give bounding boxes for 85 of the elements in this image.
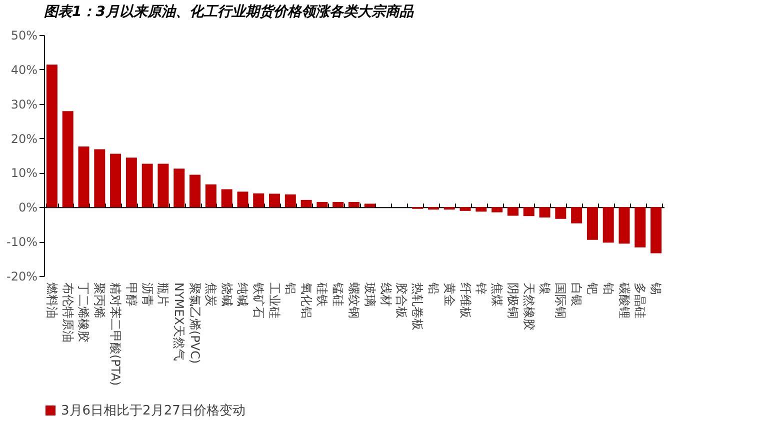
bar <box>62 111 74 208</box>
x-tick-label: 热轧卷板 <box>410 282 425 330</box>
bar <box>571 207 582 224</box>
bar <box>221 189 232 208</box>
y-tick-label: 0% <box>18 200 38 215</box>
x-tick-label: 铂 <box>601 282 616 294</box>
x-tick-label: 线材 <box>378 282 393 306</box>
x-tick-label: 锌 <box>474 282 488 294</box>
x-tick-label: 燃料油 <box>44 282 59 318</box>
bar <box>190 174 201 208</box>
x-tick-label: 聚丙烯 <box>92 282 107 318</box>
y-tick-label: 40% <box>10 62 38 77</box>
bar <box>618 207 630 244</box>
y-tick-label: 50% <box>10 28 38 42</box>
y-tick-label: 20% <box>10 132 38 146</box>
x-tick-label: 碳酸锂 <box>617 282 632 318</box>
bar <box>332 202 344 208</box>
x-tick-label: 锡 <box>649 282 664 294</box>
bar <box>253 193 264 208</box>
bar <box>586 207 598 240</box>
y-tick-label: -20% <box>6 270 38 284</box>
x-tick-label: 铅 <box>426 282 440 294</box>
x-tick-label: 瓶片 <box>156 282 170 306</box>
bar <box>78 146 90 208</box>
x-tick-label: 焦炭 <box>204 282 218 306</box>
x-tick-label: 国际铜 <box>554 282 568 318</box>
y-tick-label: -10% <box>6 235 38 250</box>
bar <box>126 158 137 208</box>
x-tick-label: 丁二烯橡胶 <box>76 282 91 342</box>
bar <box>158 164 169 208</box>
x-tick-label: 阴极铜 <box>506 282 520 318</box>
x-tick-label: 氧化铝 <box>299 282 314 318</box>
chart-title: 图表1：3月以来原油、化工行业期货价格领涨各类大宗商品 <box>44 3 414 20</box>
x-tick-label: 纯碱 <box>236 282 250 306</box>
bar <box>300 200 312 208</box>
x-tick-label: 焦煤 <box>490 282 504 306</box>
y-tick-label: 30% <box>10 97 38 112</box>
bar <box>142 164 153 208</box>
bar <box>444 207 455 210</box>
bar <box>634 207 646 248</box>
x-tick-label: 天然橡胶 <box>522 282 536 330</box>
x-tick-label: 烧碱 <box>220 282 234 306</box>
bar <box>46 64 58 208</box>
bar <box>205 184 216 208</box>
bar <box>507 207 518 216</box>
x-tick-label: 玻璃 <box>362 282 377 306</box>
bar <box>110 154 122 208</box>
legend-label: 3月6日相比于2月27日价格变动 <box>61 404 246 418</box>
bar <box>492 207 503 212</box>
x-tick-label: 胶合板 <box>394 282 409 318</box>
x-tick-label: 沥青 <box>140 282 154 306</box>
x-tick-label: NYMEX天然气 <box>172 282 186 361</box>
bar <box>476 207 487 212</box>
x-tick-label: 精对苯二甲酸(PTA) <box>108 282 123 386</box>
bar <box>269 194 280 208</box>
bar <box>364 204 376 208</box>
x-tick-label: 镍 <box>538 282 552 294</box>
bar <box>94 149 106 208</box>
x-tick-label: 锰硅 <box>331 282 346 306</box>
bar <box>539 207 550 218</box>
x-tick-label: 多晶硅 <box>633 282 648 318</box>
bar <box>237 192 248 208</box>
bar <box>523 207 534 216</box>
x-tick-label: 铁矿石 <box>252 282 266 318</box>
x-tick-label: 钯 <box>585 282 600 294</box>
x-tick-label: 硅铁 <box>315 282 330 306</box>
bar <box>284 194 296 208</box>
x-tick-label: 黄金 <box>442 282 456 306</box>
bar <box>555 207 566 219</box>
x-tick-label: 纤维板 <box>458 282 472 318</box>
bar <box>602 207 614 243</box>
x-tick-label: 工业硅 <box>268 282 282 318</box>
bar <box>460 207 471 211</box>
bar <box>650 207 662 254</box>
x-tick-label: 白银 <box>570 282 584 306</box>
bar <box>428 207 439 210</box>
bar <box>174 168 185 208</box>
x-tick-label: 螺纹钢 <box>347 282 361 318</box>
x-tick-label: 甲醇 <box>124 282 138 306</box>
x-tick-label: 聚氯乙烯(PVC) <box>188 282 202 364</box>
y-tick-label: 10% <box>10 166 38 180</box>
x-tick-label: 铝 <box>283 282 298 294</box>
bar <box>348 202 360 208</box>
bar <box>316 202 328 208</box>
x-tick-label: 布伦特原油 <box>60 282 75 342</box>
